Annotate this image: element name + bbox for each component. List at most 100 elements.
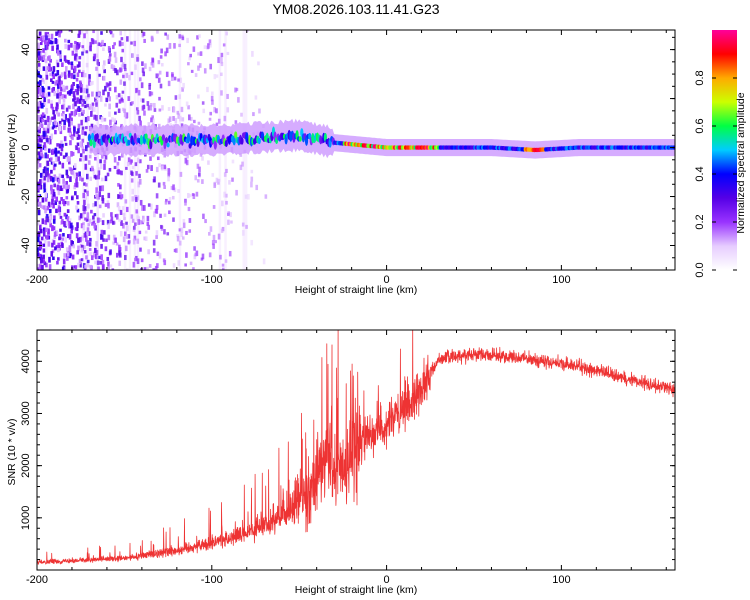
noise-speckle	[137, 181, 141, 188]
chart-title: YM08.2026.103.11.41.G23	[272, 1, 439, 17]
noise-speckle	[64, 114, 68, 120]
noise-speckle	[39, 172, 43, 178]
noise-speckle	[58, 125, 62, 132]
noise-speckle	[102, 238, 105, 242]
noise-speckle	[76, 97, 79, 103]
noise-speckle	[121, 90, 125, 94]
noise-speckle	[101, 39, 104, 46]
noise-speckle	[122, 212, 126, 218]
noise-speckle	[85, 30, 88, 35]
noise-speckle	[163, 259, 167, 266]
noise-speckle	[138, 77, 142, 82]
noise-speckle	[188, 114, 191, 121]
noise-speckle	[73, 96, 76, 101]
noise-speckle	[57, 207, 61, 213]
noise-speckle	[62, 114, 66, 120]
noise-speckle	[219, 254, 222, 260]
x-tick-label: -200	[26, 274, 48, 286]
noise-speckle	[144, 230, 148, 234]
noise-speckle	[65, 181, 69, 185]
noise-speckle	[81, 146, 85, 151]
noise-speckle	[79, 80, 82, 85]
noise-speckle	[114, 57, 118, 63]
noise-speckle	[54, 129, 57, 135]
noise-speckle	[190, 116, 193, 122]
noise-speckle	[136, 195, 140, 201]
noise-speckle	[38, 127, 41, 134]
noise-speckle	[78, 112, 81, 117]
noise-speckle	[152, 239, 156, 246]
noise-speckle	[48, 139, 52, 145]
noise-speckle	[42, 230, 46, 237]
noise-speckle	[228, 250, 232, 257]
noise-speckle	[44, 192, 48, 198]
noise-speckle	[108, 103, 111, 110]
noise-speckle	[51, 195, 55, 199]
noise-speckle	[67, 184, 71, 189]
noise-speckle	[46, 167, 49, 174]
noise-speckle	[167, 107, 171, 111]
noise-speckle	[56, 44, 59, 50]
noise-speckle	[45, 93, 48, 98]
noise-speckle	[67, 234, 70, 239]
noise-stripe	[86, 30, 89, 270]
noise-speckle	[82, 192, 86, 199]
noise-speckle	[175, 248, 178, 253]
noise-speckle	[163, 229, 166, 235]
noise-speckle	[43, 176, 47, 181]
noise-speckle	[146, 266, 149, 270]
noise-speckle	[44, 197, 48, 202]
noise-speckle	[217, 57, 220, 64]
noise-speckle	[239, 164, 243, 171]
noise-speckle	[118, 170, 122, 175]
noise-speckle	[89, 237, 92, 242]
noise-speckle	[75, 133, 78, 137]
noise-speckle	[87, 231, 91, 236]
noise-speckle	[122, 236, 126, 243]
noise-speckle	[86, 263, 90, 268]
noise-speckle	[180, 106, 184, 113]
noise-speckle	[56, 93, 59, 99]
noise-speckle	[79, 236, 82, 243]
noise-speckle	[39, 155, 42, 160]
snr-y-ticks: 1000 2000 3000 4000	[20, 329, 675, 571]
noise-speckle	[78, 69, 81, 74]
noise-speckle	[48, 256, 51, 263]
noise-speckle	[84, 264, 87, 269]
noise-speckle	[85, 88, 89, 94]
noise-speckle	[123, 112, 127, 118]
noise-speckle	[157, 77, 161, 83]
noise-speckle	[104, 175, 108, 182]
noise-speckle	[181, 236, 185, 240]
noise-speckle	[57, 83, 60, 89]
noise-speckle	[48, 208, 52, 214]
noise-speckle	[167, 173, 171, 178]
noise-speckle	[80, 84, 84, 88]
noise-speckle	[39, 80, 42, 86]
noise-speckle	[84, 217, 87, 221]
noise-speckle	[68, 105, 71, 110]
noise-speckle	[39, 36, 43, 42]
noise-speckle	[85, 126, 88, 130]
noise-speckle	[70, 150, 73, 157]
noise-speckle	[107, 234, 111, 241]
noise-speckle	[143, 236, 147, 241]
noise-speckle	[129, 102, 133, 106]
noise-speckle	[97, 61, 101, 67]
noise-speckle	[146, 164, 150, 170]
noise-speckle	[171, 195, 175, 200]
noise-speckle	[79, 30, 83, 35]
noise-speckle	[115, 242, 119, 246]
noise-speckle	[221, 200, 224, 207]
noise-speckle	[39, 228, 43, 234]
noise-speckle	[85, 84, 89, 89]
noise-speckle	[155, 230, 159, 236]
noise-speckle	[45, 70, 48, 77]
noise-speckle	[38, 90, 41, 96]
noise-speckle	[41, 218, 45, 225]
noise-speckle	[92, 251, 96, 258]
noise-speckle	[174, 117, 178, 124]
noise-speckle	[156, 251, 160, 257]
noise-speckle	[116, 165, 119, 170]
noise-speckle	[91, 91, 94, 97]
